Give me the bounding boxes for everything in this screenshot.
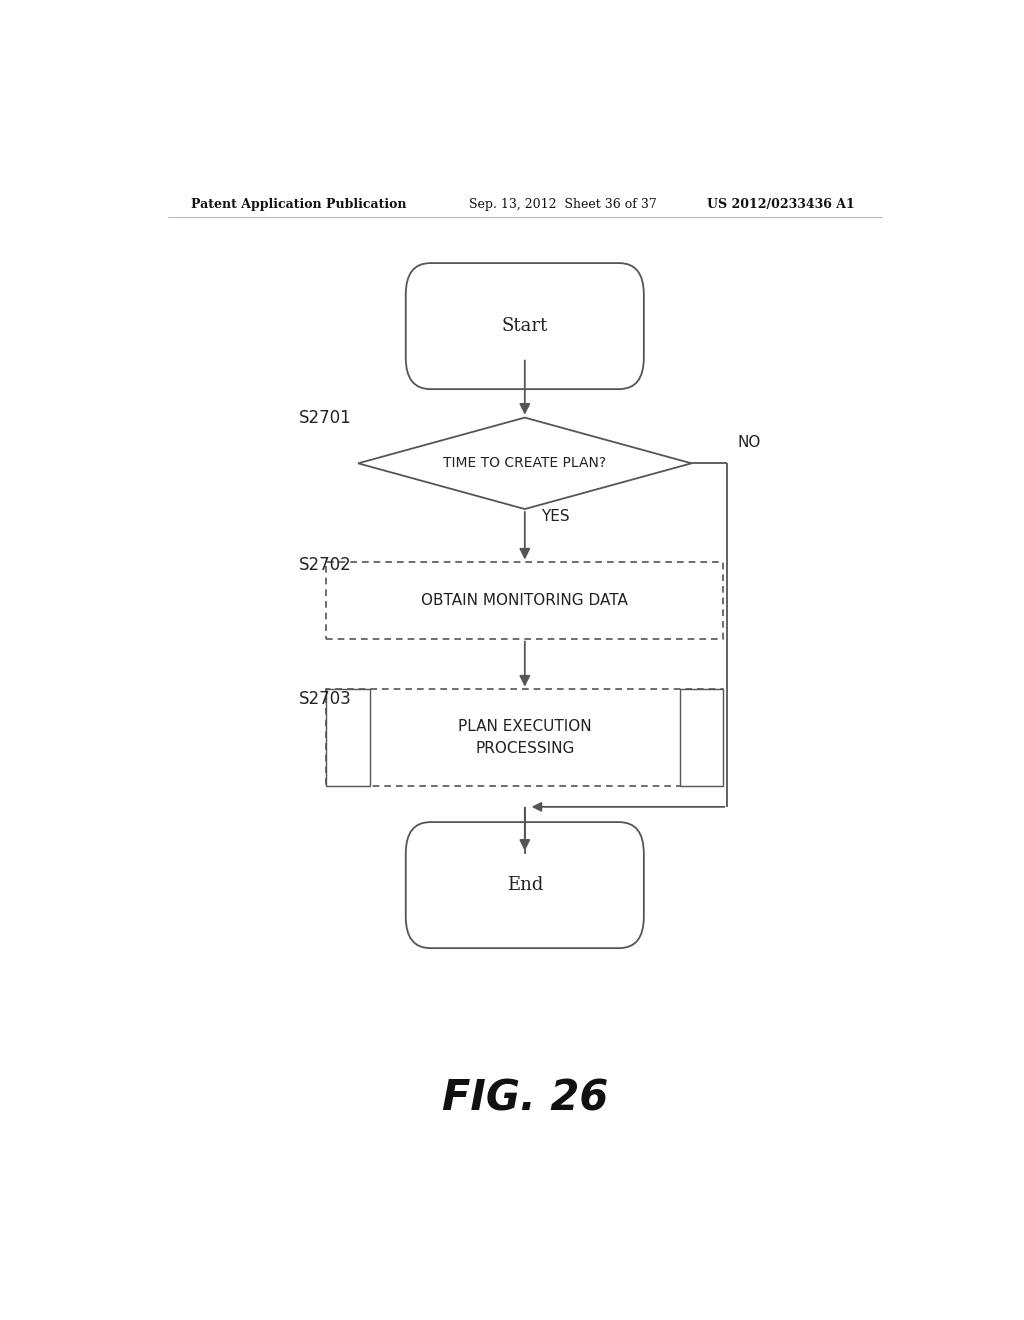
Text: Patent Application Publication: Patent Application Publication (191, 198, 407, 211)
Text: End: End (507, 876, 543, 894)
Polygon shape (358, 417, 691, 510)
Text: YES: YES (541, 508, 569, 524)
FancyBboxPatch shape (406, 822, 644, 948)
Text: Sep. 13, 2012  Sheet 36 of 37: Sep. 13, 2012 Sheet 36 of 37 (469, 198, 657, 211)
Text: PLAN EXECUTION
PROCESSING: PLAN EXECUTION PROCESSING (458, 719, 592, 756)
FancyBboxPatch shape (406, 263, 644, 389)
Text: OBTAIN MONITORING DATA: OBTAIN MONITORING DATA (421, 593, 629, 609)
Text: NO: NO (737, 436, 761, 450)
Text: US 2012/0233436 A1: US 2012/0233436 A1 (708, 198, 855, 211)
Text: S2703: S2703 (299, 690, 351, 708)
Bar (327, 562, 723, 639)
Text: FIG. 26: FIG. 26 (441, 1077, 608, 1119)
Bar (327, 689, 723, 785)
Bar (680, 689, 723, 785)
Text: Start: Start (502, 317, 548, 335)
Bar (327, 689, 370, 785)
Text: S2701: S2701 (299, 409, 351, 426)
Text: S2702: S2702 (299, 556, 351, 574)
Text: TIME TO CREATE PLAN?: TIME TO CREATE PLAN? (443, 457, 606, 470)
